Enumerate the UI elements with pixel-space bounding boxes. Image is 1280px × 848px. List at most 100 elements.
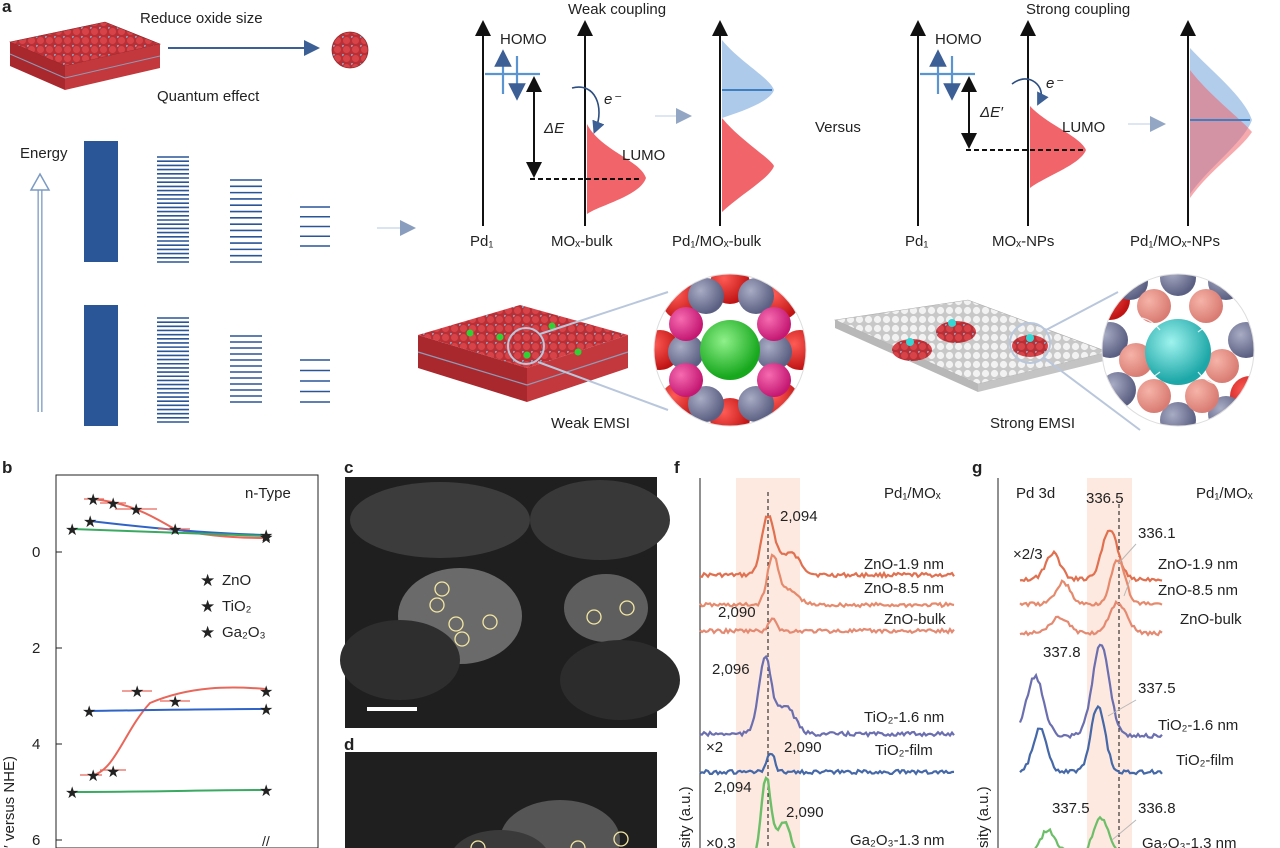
panel-f-title: Pd₁/MOₓ (884, 485, 941, 502)
data-star-marker: ★ (106, 496, 120, 513)
panel-letter-f: f (674, 458, 680, 477)
f-sample-4: TiO₂-1.6 nm (864, 709, 944, 726)
data-star-marker: ★ (259, 783, 273, 800)
strong-zoom-circle (1009, 322, 1051, 364)
g-spectrum-trace (1019, 704, 1163, 776)
zno-error-bars (80, 498, 190, 776)
quantum-effect-label: Quantum effect (157, 88, 260, 105)
electron-transfer-arrow-strong (1011, 78, 1049, 106)
ytick-2: 2 (32, 640, 40, 657)
stem-image-d (345, 752, 657, 848)
pd1-mox-bulk-label: Pd₁/MOₓ-bulk (672, 233, 762, 250)
strong-coupling-title: Strong coupling (1026, 1, 1130, 18)
g-peak-6: 336.8 (1138, 800, 1176, 817)
ytick-4: 4 (32, 736, 40, 753)
lumo-peak-weak (587, 124, 646, 214)
energy-axis-arrow (29, 172, 51, 412)
f-peak-3: 2,096 (712, 661, 750, 678)
panel-b-yticks (56, 551, 62, 841)
f-peak-2: 2,090 (718, 604, 756, 621)
f-spectrum-trace (699, 514, 955, 580)
g-sample-2: ZnO-8.5 nm (1158, 582, 1238, 599)
weak-coupling-title: Weak coupling (568, 1, 666, 18)
lumo-peak-strong (1030, 106, 1086, 188)
panel-b-frame (55, 474, 319, 848)
f-scale-2: ×0.3 (706, 835, 736, 848)
g-spectrum-trace (1019, 529, 1163, 583)
panel-letter-a: a (2, 0, 12, 16)
legend-zno-marker: ★ (200, 571, 215, 590)
g-scale: ×2/3 (1013, 546, 1043, 563)
axis-break: // (262, 833, 270, 848)
legend-tio2-marker: ★ (200, 597, 215, 616)
lumo-label-weak: LUMO (622, 147, 665, 164)
data-star-marker: ★ (259, 530, 273, 547)
weak-zoom-line-top (539, 291, 669, 335)
pd1-label-weak: Pd₁ (470, 233, 493, 250)
electron-label-weak: e⁻ (604, 91, 621, 108)
strong-emsi-support (833, 299, 1110, 392)
stem-image-c (340, 477, 680, 728)
strong-zoom-line-bottom (1043, 357, 1141, 431)
strong-emsi-label: Strong EMSI (990, 415, 1075, 432)
ytick-0: 0 (32, 544, 40, 561)
legend-ga2o3-marker: ★ (200, 623, 215, 642)
panel-g-region: Pd 3d (1016, 485, 1055, 502)
data-star-marker: ★ (82, 704, 96, 721)
mox-nps-label: MOₓ-NPs (992, 233, 1054, 250)
single-atom-markers-d (470, 831, 629, 848)
g-peak-4: 337.5 (1138, 680, 1176, 697)
f-peak-5: 2,094 (714, 779, 752, 796)
strong-emsi-zoom-inset (1102, 274, 1254, 426)
legend-ga2o3: Ga₂O₃ (222, 624, 266, 641)
g-peak-3: 337.8 (1043, 644, 1081, 661)
electron-label-strong: e⁻ (1046, 75, 1063, 92)
ga2o3-curve-top (71, 528, 267, 537)
strong-zoom-line-top (1045, 291, 1119, 331)
legend-tio2: TiO₂ (222, 598, 252, 615)
g-spectrum-trace (1034, 815, 1118, 848)
g-peak-2: 336.1 (1138, 525, 1176, 542)
data-star-marker: ★ (168, 522, 182, 539)
data-star-marker: ★ (259, 702, 273, 719)
versus-label: Versus (815, 119, 861, 136)
valence-band-bulk (84, 305, 118, 426)
tio2-curve-bottom (88, 708, 267, 712)
delta-e-label: ΔE (543, 120, 565, 137)
homo-label-strong: HOMO (935, 31, 982, 48)
weak-emsi-slab (417, 305, 629, 402)
panel-f-spectra (699, 514, 955, 848)
lumo-peak-weak-mixed (722, 118, 774, 212)
homo-label-weak: HOMO (500, 31, 547, 48)
panel-letter-g: g (972, 458, 982, 477)
f-spectrum-trace (699, 654, 955, 738)
band-discretization-levels (157, 156, 330, 423)
energy-label: Energy (20, 145, 68, 162)
f-spectrum-trace (699, 553, 955, 609)
ytick-6: 6 (32, 832, 40, 848)
g-peak-1: 336.5 (1086, 490, 1124, 507)
g-sample-6: Ga₂O₃-1.3 nm (1142, 835, 1236, 848)
g-spectrum-trace (1018, 643, 1163, 740)
g-sample-3: ZnO-bulk (1180, 611, 1242, 628)
weak-emsi-label: Weak EMSI (551, 415, 630, 432)
panel-g-highlight (1087, 478, 1132, 848)
f-spectrum-trace (699, 752, 955, 776)
f-sample-5: TiO₂-film (875, 742, 933, 759)
weak-zoom-frame (653, 273, 807, 427)
g-sample-5: TiO₂-film (1176, 752, 1234, 769)
pd1-label-strong: Pd₁ (905, 233, 928, 250)
data-star-marker: ★ (106, 764, 120, 781)
tio2-curve-top (89, 520, 267, 536)
panel-b-ylabel: ′ versus NHE) (1, 756, 18, 848)
ga2o3-curve-bottom (71, 789, 267, 793)
data-star-marker: ★ (65, 785, 79, 802)
conduction-band-bulk (84, 141, 118, 262)
lumo-peak-strong-mixed (1190, 70, 1252, 198)
delta-e-prime-label: ΔE′ (979, 104, 1004, 121)
g-leader-lines (1107, 543, 1137, 841)
panel-b-markers: ★ ★ ★★ ★★★★ ★★ ★★★★★ ★★ ★ (65, 492, 273, 802)
panel-f-ylabel: sity (a.u.) (677, 786, 694, 848)
f-peak-1: 2,094 (780, 508, 818, 525)
